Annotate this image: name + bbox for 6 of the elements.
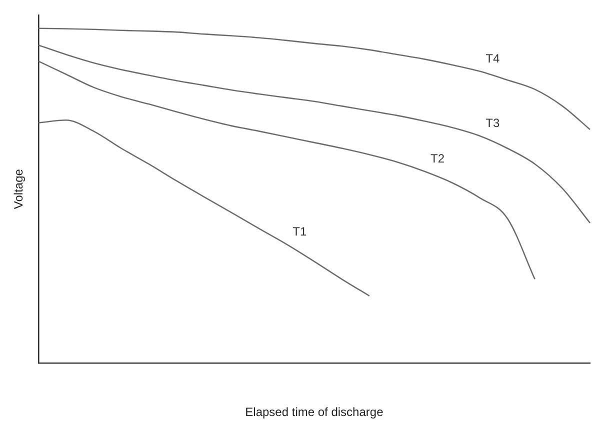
series-label: T3 [486,116,500,130]
x-axis-title: Elapsed time of discharge [245,405,384,420]
series-label: T4 [486,52,500,66]
series-label: T1 [292,224,307,239]
y-axis-title: Voltage [12,168,26,210]
series-label: T2 [430,152,445,166]
